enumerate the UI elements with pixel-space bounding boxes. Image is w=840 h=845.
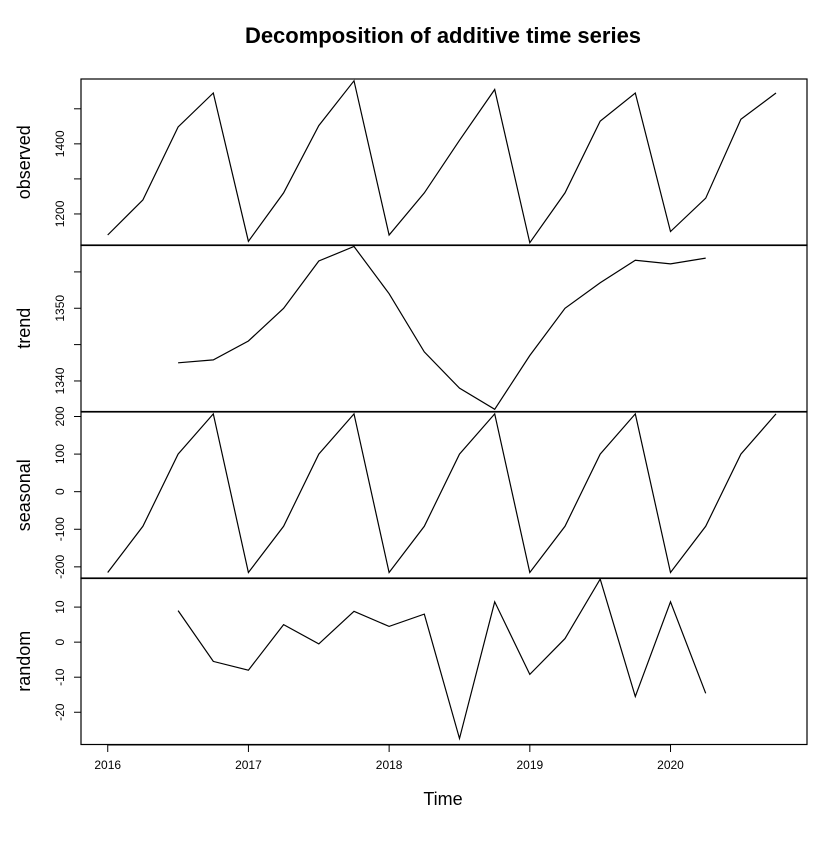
x-axis-label: Time	[423, 789, 462, 809]
y-tick-label-seasonal: 100	[53, 444, 67, 464]
y-tick-label-observed: 1400	[53, 130, 67, 157]
x-axis: 2016 2017 2018 2019 2020	[94, 744, 684, 772]
panel-frame-observed	[80, 78, 808, 247]
x-tick-label: 2018	[376, 758, 403, 772]
series-line-seasonal	[107, 412, 777, 574]
panel-label-random: random	[14, 631, 34, 692]
panel-trend: 1340 1350 trend	[14, 244, 808, 413]
panel-label-seasonal: seasonal	[14, 459, 34, 531]
panel-label-trend: trend	[14, 308, 34, 349]
panel-frame-seasonal	[80, 411, 808, 580]
x-tick-label: 2020	[657, 758, 684, 772]
panel-label-observed: observed	[14, 125, 34, 199]
y-tick-label-trend: 1350	[53, 295, 67, 322]
series-line-random	[177, 577, 707, 741]
series-line-observed	[107, 79, 777, 245]
y-tick-label-seasonal: -200	[53, 555, 67, 579]
y-tick-label-random: -10	[53, 668, 67, 686]
series-line-trend	[178, 245, 706, 411]
x-tick-label: 2016	[94, 758, 121, 772]
panels-layer: 12001400observed13401350trend-200-100010…	[14, 78, 808, 746]
chart-title: Decomposition of additive time series	[245, 23, 641, 48]
y-tick-label-observed: 1200	[53, 200, 67, 227]
y-tick-label-seasonal: -100	[53, 517, 67, 541]
y-tick-label-trend: 1340	[53, 367, 67, 394]
y-tick-label-random: -20	[53, 703, 67, 721]
panel-random: -20 -10 0 10 random	[14, 577, 808, 746]
panel-seasonal: -200 -100 0 100 200 seasonal	[14, 406, 808, 580]
y-tick-label-random: 0	[53, 638, 67, 645]
y-tick-label-seasonal: 0	[53, 488, 67, 495]
panel-frame-random	[80, 577, 808, 746]
y-tick-label-seasonal: 200	[53, 406, 67, 426]
x-tick-label: 2017	[235, 758, 262, 772]
x-tick-label: 2019	[516, 758, 543, 772]
panel-observed: 1200 1400 observed	[14, 78, 808, 247]
panel-frame-trend	[80, 244, 808, 413]
y-tick-label-random: 10	[53, 600, 67, 614]
